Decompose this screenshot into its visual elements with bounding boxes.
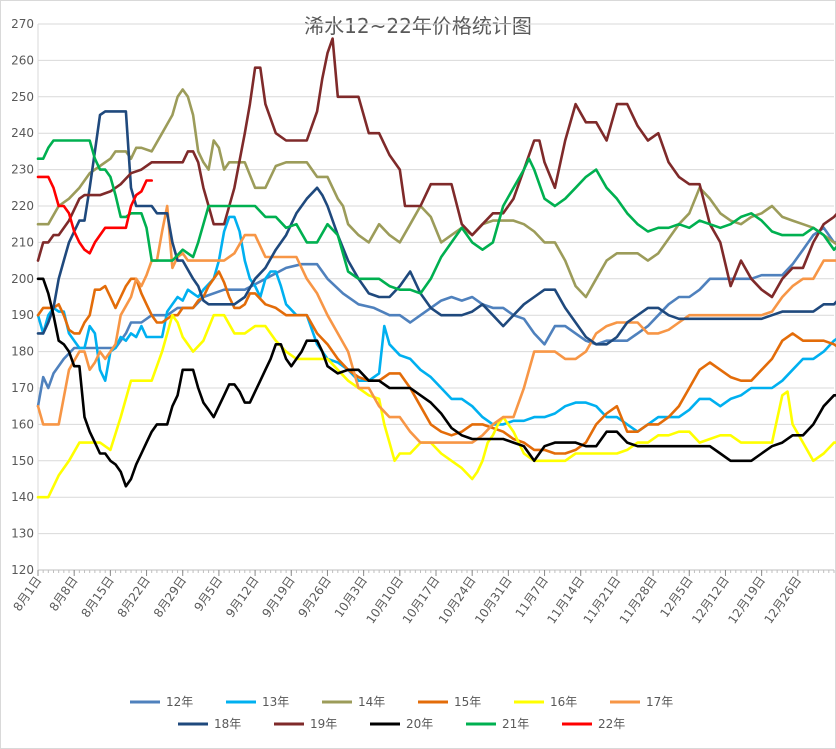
x-tick-label: 9月12日 <box>223 574 261 620</box>
legend-label: 17年 <box>646 695 673 709</box>
grid-lines <box>38 23 834 571</box>
y-tick-label: 250 <box>11 90 34 104</box>
y-tick-label: 140 <box>11 490 34 504</box>
x-tick-label: 9月5日 <box>191 574 225 614</box>
legend-label: 21年 <box>502 717 529 731</box>
chart-title: 浠水12~22年价格统计图 <box>304 14 532 38</box>
series-line-22年 <box>36 175 153 255</box>
x-tick-label: 9月19日 <box>259 574 297 620</box>
x-tick-label: 8月29日 <box>151 574 189 620</box>
x-tick-label: 8月8日 <box>47 574 81 614</box>
y-tick-label: 120 <box>11 563 34 577</box>
legend-label: 22年 <box>598 717 625 731</box>
y-tick-label: 130 <box>11 527 34 541</box>
y-tick-label: 230 <box>11 163 34 177</box>
y-axis: 120 130 140 150 160 170 180 190 200 210 220 230 240 2… <box>11 17 39 577</box>
legend-label: 13年 <box>262 695 289 709</box>
x-tick-label: 9月26日 <box>296 574 334 620</box>
series-line-19年 <box>36 37 836 299</box>
series-line-17年 <box>36 204 836 444</box>
legend-label: 14年 <box>358 695 385 709</box>
y-tick-label: 160 <box>11 417 34 431</box>
legend-label: 19年 <box>310 717 337 731</box>
x-tick-label: 12月26日 <box>762 574 805 627</box>
x-tick-label: 11月7日 <box>513 574 551 620</box>
x-tick-label: 8月22日 <box>115 574 153 620</box>
y-tick-label: 190 <box>11 308 34 322</box>
legend-label: 15年 <box>454 695 481 709</box>
legend-label: 12年 <box>166 695 193 709</box>
series-lines <box>36 37 836 499</box>
series-line-18年 <box>36 110 836 346</box>
x-tick-label: 10月31日 <box>472 574 515 627</box>
y-tick-label: 260 <box>11 53 34 67</box>
series-line-21年 <box>36 139 836 295</box>
x-tick-label: 12月5日 <box>657 574 695 620</box>
legend-label: 16年 <box>550 695 577 709</box>
legend: 12年 13年 14年 15年 16年 17年 18年 19年 20年 21年 22年 <box>130 695 673 731</box>
series-line-13年 <box>36 215 836 434</box>
series-line-16年 <box>36 313 836 499</box>
series-line-20年 <box>36 277 836 488</box>
y-tick-label: 220 <box>11 199 34 213</box>
x-tick-label: 8月15日 <box>78 574 116 620</box>
y-tick-label: 200 <box>11 272 34 286</box>
y-tick-label: 150 <box>11 454 34 468</box>
x-tick-label: 10月3日 <box>332 574 370 620</box>
x-tick-label: 8月1日 <box>10 574 44 614</box>
y-tick-label: 180 <box>11 345 34 359</box>
y-tick-label: 170 <box>11 381 34 395</box>
legend-label: 18年 <box>214 717 241 731</box>
y-tick-label: 210 <box>11 235 34 249</box>
y-tick-label: 270 <box>11 17 34 31</box>
y-tick-label: 240 <box>11 126 34 140</box>
legend-label: 20年 <box>406 717 433 731</box>
series-line-14年 <box>36 88 836 299</box>
